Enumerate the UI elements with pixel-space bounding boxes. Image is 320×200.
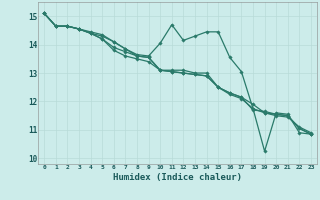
X-axis label: Humidex (Indice chaleur): Humidex (Indice chaleur) (113, 173, 242, 182)
